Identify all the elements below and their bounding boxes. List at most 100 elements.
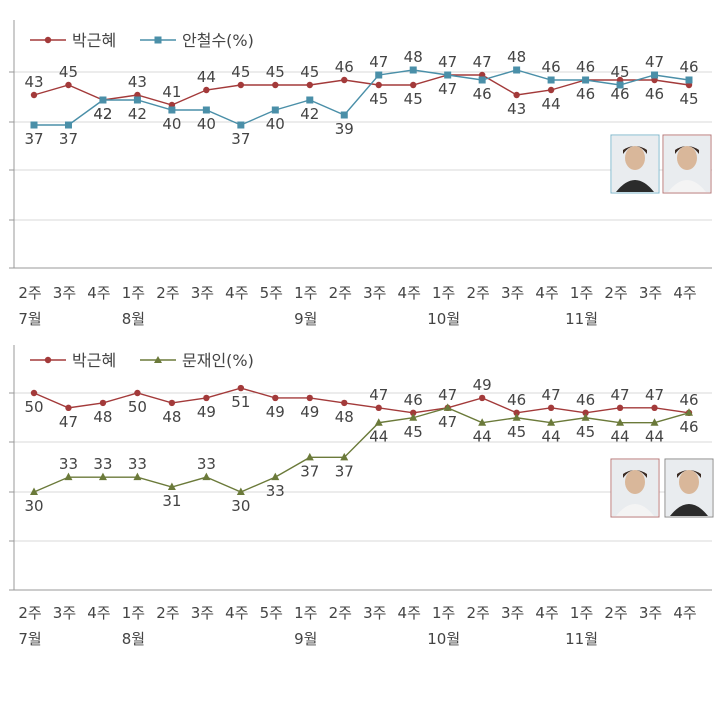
legend-label: 박근혜: [72, 31, 116, 50]
chart-1-data-labels: 43 45 42 43 41 44 45 45 45 46 45 45 47 47 43 44 46 46 46 45…: [24, 48, 698, 148]
chart-1-candidate-photos: [610, 134, 712, 194]
data-label: 40: [266, 115, 285, 133]
data-label: 42: [93, 105, 112, 123]
x-tick-label: 4주: [398, 284, 421, 302]
chart-1-legend: 박근혜 안철수(%): [30, 31, 254, 50]
data-point: [133, 472, 142, 481]
chart-2-x-tick-labels: 2주 3주 4주 1주 2주 3주 4주 5주 1주 2주 3주 4주 1주 2주 3주 4주 1주 2주 3주 4주…: [18, 604, 696, 648]
data-point: [65, 404, 72, 412]
x-tick-label: 4주: [225, 604, 248, 622]
data-label: 47: [611, 386, 630, 404]
month-label: 9월: [294, 630, 317, 648]
data-point: [616, 81, 624, 89]
data-label: 42: [128, 105, 147, 123]
data-label: 33: [93, 455, 112, 473]
x-tick-label: 4주: [398, 604, 421, 622]
data-point: [168, 399, 176, 407]
data-point: [237, 121, 245, 129]
data-point: [513, 91, 520, 99]
data-label: 43: [128, 73, 147, 91]
series-2: [30, 66, 693, 129]
legend-item: 문재인(%): [140, 351, 254, 370]
candidate-photo: [664, 458, 714, 518]
data-label: 48: [162, 408, 181, 426]
x-tick-label: 4주: [673, 604, 696, 622]
data-label: 41: [162, 83, 181, 101]
data-point: [547, 418, 556, 426]
data-label: 48: [507, 48, 526, 66]
data-point: [64, 472, 73, 481]
chart-park-vs-moon: 박근혜 문재인(%) 50 47 48 50 48 49 51 49 49 48 47 46 47 49 46…: [9, 345, 714, 648]
data-label: 45: [369, 90, 388, 108]
legend-marker: [154, 356, 162, 363]
data-point: [582, 409, 589, 416]
data-point: [547, 76, 555, 84]
x-tick-label: 3주: [191, 604, 214, 622]
data-point: [30, 91, 38, 99]
photo-shoulders: [616, 180, 654, 192]
data-point: [133, 96, 141, 104]
photo-hair: [623, 146, 647, 154]
data-label: 33: [197, 455, 216, 473]
data-label: 37: [335, 462, 354, 480]
data-label: 50: [24, 398, 43, 416]
data-point: [203, 394, 210, 402]
chart-2-legend: 박근혜 문재인(%): [30, 351, 254, 370]
x-tick-label: 2주: [466, 604, 489, 622]
x-tick-label: 2주: [604, 284, 627, 302]
data-label: 48: [404, 48, 423, 66]
legend-label: 문재인(%): [182, 351, 254, 370]
series-line: [33, 407, 690, 493]
data-point: [547, 86, 555, 94]
data-point: [444, 71, 452, 79]
x-tick-label: 1주: [570, 284, 593, 302]
data-point: [409, 66, 417, 74]
data-point: [375, 404, 382, 412]
data-point: [272, 394, 279, 402]
data-label: 48: [93, 408, 112, 426]
month-label: 7월: [18, 630, 41, 648]
data-point: [237, 81, 245, 89]
data-label: 42: [93, 105, 112, 123]
x-tick-label: 5주: [260, 284, 283, 302]
x-tick-label: 4주: [87, 604, 110, 622]
legend-marker: [44, 356, 52, 364]
data-point: [478, 418, 487, 426]
data-point: [513, 409, 520, 416]
data-label: 46: [404, 391, 423, 409]
candidate-photo: [662, 134, 712, 194]
series-line: [33, 74, 690, 106]
data-point: [410, 409, 417, 416]
data-point: [99, 399, 107, 407]
data-point: [237, 384, 245, 392]
data-point: [409, 413, 418, 421]
data-label: 44: [645, 428, 664, 446]
month-label: 8월: [122, 310, 145, 328]
legend-item: 박근혜: [30, 351, 116, 370]
photo-face: [625, 470, 645, 494]
series-line: [34, 69, 690, 126]
data-label: 40: [197, 115, 216, 133]
x-tick-label: 4주: [673, 284, 696, 302]
x-tick-label: 1주: [294, 284, 317, 302]
data-label: 42: [300, 105, 319, 123]
data-label: 40: [162, 115, 181, 133]
chart-2-candidate-photos: [610, 458, 714, 518]
data-point: [341, 76, 348, 84]
data-point: [685, 76, 693, 84]
data-point: [581, 413, 590, 421]
data-point: [98, 472, 107, 481]
data-label: 45: [266, 63, 285, 81]
data-label: 47: [59, 413, 78, 431]
data-label: 51: [231, 393, 250, 411]
x-tick-label: 2주: [466, 284, 489, 302]
data-point: [305, 452, 314, 461]
x-tick-label: 4주: [87, 284, 110, 302]
data-point: [341, 399, 348, 407]
chart-1-gridlines: [9, 71, 712, 269]
photo-hair: [677, 470, 701, 478]
candidate-photo: [610, 134, 660, 194]
data-point: [582, 76, 590, 84]
x-tick-label: 1주: [122, 284, 145, 302]
month-label: 10월: [427, 310, 460, 328]
